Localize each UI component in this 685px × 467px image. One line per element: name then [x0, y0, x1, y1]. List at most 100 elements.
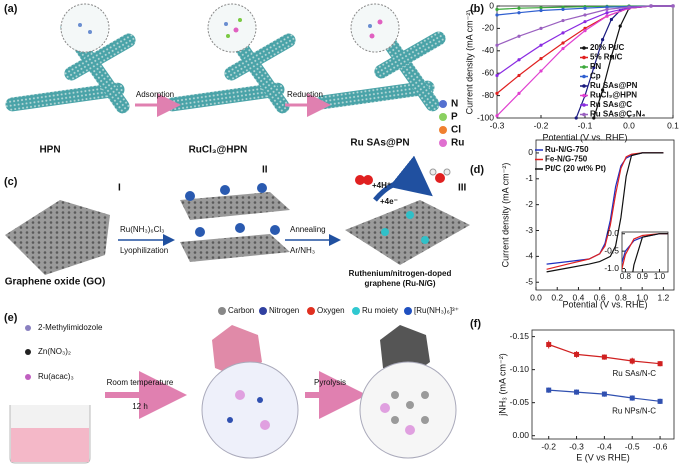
legend-marker — [582, 46, 586, 50]
data-point — [517, 34, 521, 38]
legend-label: 20% Pt/C — [590, 43, 624, 52]
series-line — [548, 343, 661, 365]
y-tick-label: -2 — [525, 199, 533, 209]
data-point — [539, 43, 543, 47]
x-tick-label: 1.2 — [657, 292, 669, 302]
data-point — [583, 20, 587, 24]
series-line — [546, 152, 664, 273]
y-tick-label: -40 — [482, 45, 495, 55]
x-tick-label: -0.3 — [490, 120, 505, 130]
legend-marker — [582, 103, 586, 107]
data-point — [546, 387, 552, 393]
x-tick-label: -0.2 — [534, 120, 549, 130]
legend-label: Nitrogen — [269, 306, 299, 315]
step-label: Ru(NH₃)₆Cl₃ — [120, 225, 164, 234]
legend-label: Ru SAs@C₃N₄ — [590, 110, 646, 119]
data-point — [583, 29, 587, 33]
legend-label: Ru-N/G-750 — [545, 145, 589, 154]
data-point — [539, 6, 543, 10]
data-point — [671, 4, 675, 8]
schematic-c: I II III Graphene oxide (GO) Ru(NH₃)₆Cl₃… — [5, 155, 470, 288]
legend-label: Ru — [451, 138, 464, 149]
x-tick-label: 0.1 — [667, 120, 679, 130]
axes-frame — [621, 231, 669, 273]
stage-label: Ru SAs@PN — [350, 138, 409, 149]
y-tick-label: -20 — [482, 23, 495, 33]
stage-label: II — [262, 165, 268, 176]
y-tick-label: -60 — [482, 67, 495, 77]
reagent-label: Zn(NO₃)₂ — [38, 347, 71, 356]
stage-label: RuCl₃@HPN — [189, 145, 248, 156]
x-tick-label: 1.0 — [636, 292, 648, 302]
data-point — [574, 389, 580, 395]
step-label: Lyophilization — [120, 246, 168, 255]
data-point — [601, 38, 605, 42]
data-point — [629, 395, 635, 401]
panel-label: (f) — [470, 318, 481, 330]
data-point — [561, 5, 565, 9]
legend-label: Oxygen — [317, 306, 345, 315]
legend-label: Cp — [590, 72, 601, 81]
series-line — [632, 233, 668, 272]
series-line — [496, 5, 673, 94]
x-axis-label: Potential (V vs. RHE) — [562, 299, 647, 309]
legend-label: Pt/C (20 wt% Pt) — [545, 164, 606, 173]
legend-label: Ru SAs@PN — [590, 81, 638, 90]
data-point — [609, 17, 614, 22]
x-tick-label: -0.6 — [653, 441, 668, 451]
data-point — [649, 4, 653, 8]
data-point — [592, 66, 596, 70]
y-tick-label: -4 — [525, 251, 533, 261]
x-tick-label: -0.2 — [541, 441, 556, 451]
data-point — [517, 11, 521, 15]
y-tick-label: -0.15 — [510, 331, 530, 341]
legend-label: Ru SAs@C — [590, 100, 632, 109]
data-point — [539, 8, 543, 13]
data-point — [657, 361, 663, 367]
y-axis-label: jNH₃ (mA cm⁻²) — [497, 353, 507, 416]
data-point — [495, 73, 499, 78]
legend-label: [Ru(NH₃)₆]³⁺ — [414, 306, 459, 315]
y-tick-label: -0.05 — [510, 397, 530, 407]
y-tick-label: 0 — [528, 147, 533, 157]
data-point — [583, 26, 587, 30]
legend-label: N — [451, 99, 458, 110]
y-tick-label: -0.10 — [510, 364, 530, 374]
x-tick-label: -0.4 — [597, 441, 612, 451]
legend-label: Carbon — [228, 306, 254, 315]
y-tick-label: 0.00 — [512, 430, 529, 440]
data-point — [495, 91, 499, 95]
x-axis-label: Potential (V vs. RHE) — [542, 132, 627, 142]
data-point — [583, 13, 587, 17]
stage-label: I — [118, 183, 121, 194]
y-tick-label: 0.0 — [607, 228, 619, 238]
axes-frame — [531, 329, 675, 440]
legend-label: Ru moiety — [362, 306, 398, 315]
x-tick-label: 0.0 — [530, 292, 542, 302]
y-tick-label: -1 — [525, 173, 533, 183]
y-tick-label: -3 — [525, 225, 533, 235]
legend-label: P — [451, 112, 458, 123]
data-point — [605, 14, 609, 18]
inset-bg — [622, 232, 668, 272]
data-point — [517, 58, 521, 62]
y-axis-label: Current density (mA cm⁻²) — [464, 10, 474, 115]
data-point — [561, 31, 565, 35]
data-point — [601, 88, 605, 92]
x-tick-label: 0.8 — [620, 272, 632, 281]
x-tick-label: 0.6 — [594, 292, 606, 302]
panel-label: (b) — [470, 3, 484, 15]
data-point — [495, 13, 499, 17]
x-axis-label: E (V vs RHE) — [576, 452, 630, 462]
data-point — [517, 91, 521, 95]
y-axis-label: Current density (mA cm⁻²) — [500, 163, 510, 268]
legend-marker — [582, 55, 586, 60]
data-point — [561, 18, 565, 23]
data-point — [539, 57, 543, 61]
data-point — [605, 11, 609, 15]
reagent-label: Ru(acac)₃ — [38, 372, 74, 381]
x-tick-label: 1.0 — [654, 272, 666, 281]
data-point — [605, 7, 609, 11]
y-tick-label: -5 — [525, 276, 533, 286]
